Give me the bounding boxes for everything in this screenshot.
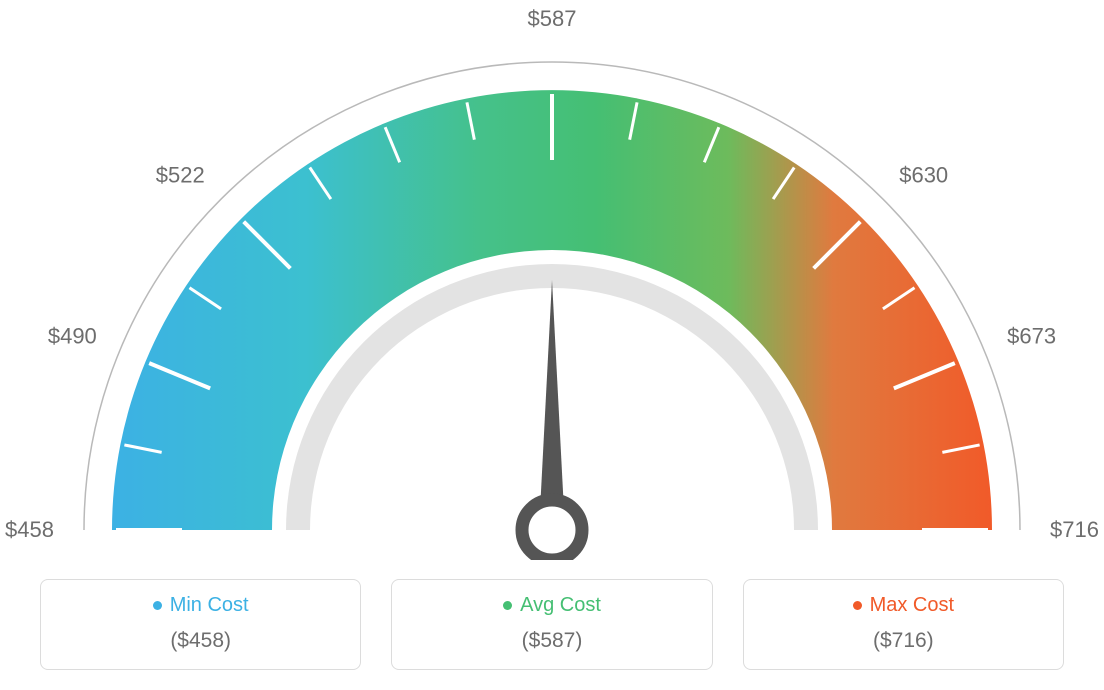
legend-value: ($716) [754, 629, 1053, 653]
legend-title: Avg Cost [503, 594, 601, 617]
legend-dot-icon [153, 601, 162, 610]
legend-card-max: Max Cost ($716) [743, 579, 1064, 670]
legend-value: ($587) [402, 629, 701, 653]
gauge-tick-label: $673 [1007, 324, 1056, 350]
gauge-tick-label: $716 [1050, 517, 1099, 543]
legend-label: Min Cost [170, 594, 249, 617]
legend-title: Max Cost [853, 594, 954, 617]
gauge-tick-label: $630 [899, 162, 948, 188]
legend-card-min: Min Cost ($458) [40, 579, 361, 670]
legend-dot-icon [853, 601, 862, 610]
gauge-tick-label: $522 [156, 162, 205, 188]
gauge-needle-hub [522, 500, 582, 560]
gauge: $458$490$522$587$630$673$716 [52, 0, 1052, 560]
gauge-tick-label: $587 [528, 6, 577, 32]
legend-row: Min Cost ($458) Avg Cost ($587) Max Cost ($71… [40, 579, 1064, 670]
cost-gauge-chart: $458 $490 $522 $587 $630 $673 $716 Min Cost ($4… [0, 0, 1104, 690]
legend-card-avg: Avg Cost ($587) [391, 579, 712, 670]
gauge-tick-label: $458 [5, 517, 54, 543]
legend-label: Max Cost [870, 594, 954, 617]
legend-label: Avg Cost [520, 594, 601, 617]
legend-dot-icon [503, 601, 512, 610]
legend-value: ($458) [51, 629, 350, 653]
gauge-svg [52, 0, 1052, 560]
gauge-needle [539, 280, 565, 530]
gauge-tick-label: $490 [48, 324, 97, 350]
legend-title: Min Cost [153, 594, 249, 617]
